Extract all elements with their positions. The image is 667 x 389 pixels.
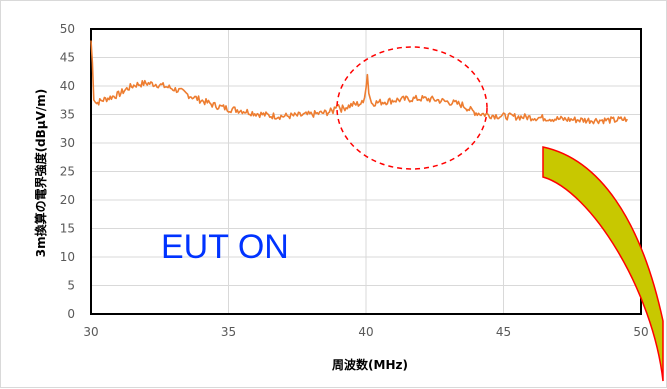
highlight-circle — [336, 46, 488, 170]
x-tick-label: 50 — [633, 325, 648, 339]
plot-area-border — [90, 28, 642, 315]
y-tick-label: 50 — [60, 22, 75, 36]
series-group — [90, 40, 628, 125]
x-tick-labels: 30 35 40 45 50 — [83, 325, 648, 339]
emission-series-line — [90, 40, 628, 125]
x-tick-label: 40 — [358, 325, 373, 339]
x-tick-label: 35 — [221, 325, 236, 339]
y-tick-label: 10 — [60, 250, 75, 264]
x-tick-label: 30 — [83, 325, 98, 339]
y-tick-label: 45 — [60, 51, 75, 65]
y-tick-label: 30 — [60, 136, 75, 150]
y-tick-label: 25 — [60, 165, 75, 179]
y-tick-label: 0 — [67, 307, 75, 321]
y-tick-label: 5 — [67, 279, 75, 293]
y-tick-labels: 0 5 10 15 20 25 30 35 40 45 50 — [60, 22, 75, 321]
y-axis-label: 3m換算の電界強度(dBμV/m) — [33, 89, 48, 258]
x-tick-label: 45 — [496, 325, 511, 339]
y-tick-label: 20 — [60, 193, 75, 207]
eut-on-label: EUT ON — [161, 228, 289, 266]
y-tick-label: 15 — [60, 222, 75, 236]
y-tick-label: 40 — [60, 79, 75, 93]
y-tick-label: 35 — [60, 108, 75, 122]
curved-arrow-shape — [542, 146, 664, 382]
x-axis-label: 周波数(MHz) — [332, 357, 408, 372]
